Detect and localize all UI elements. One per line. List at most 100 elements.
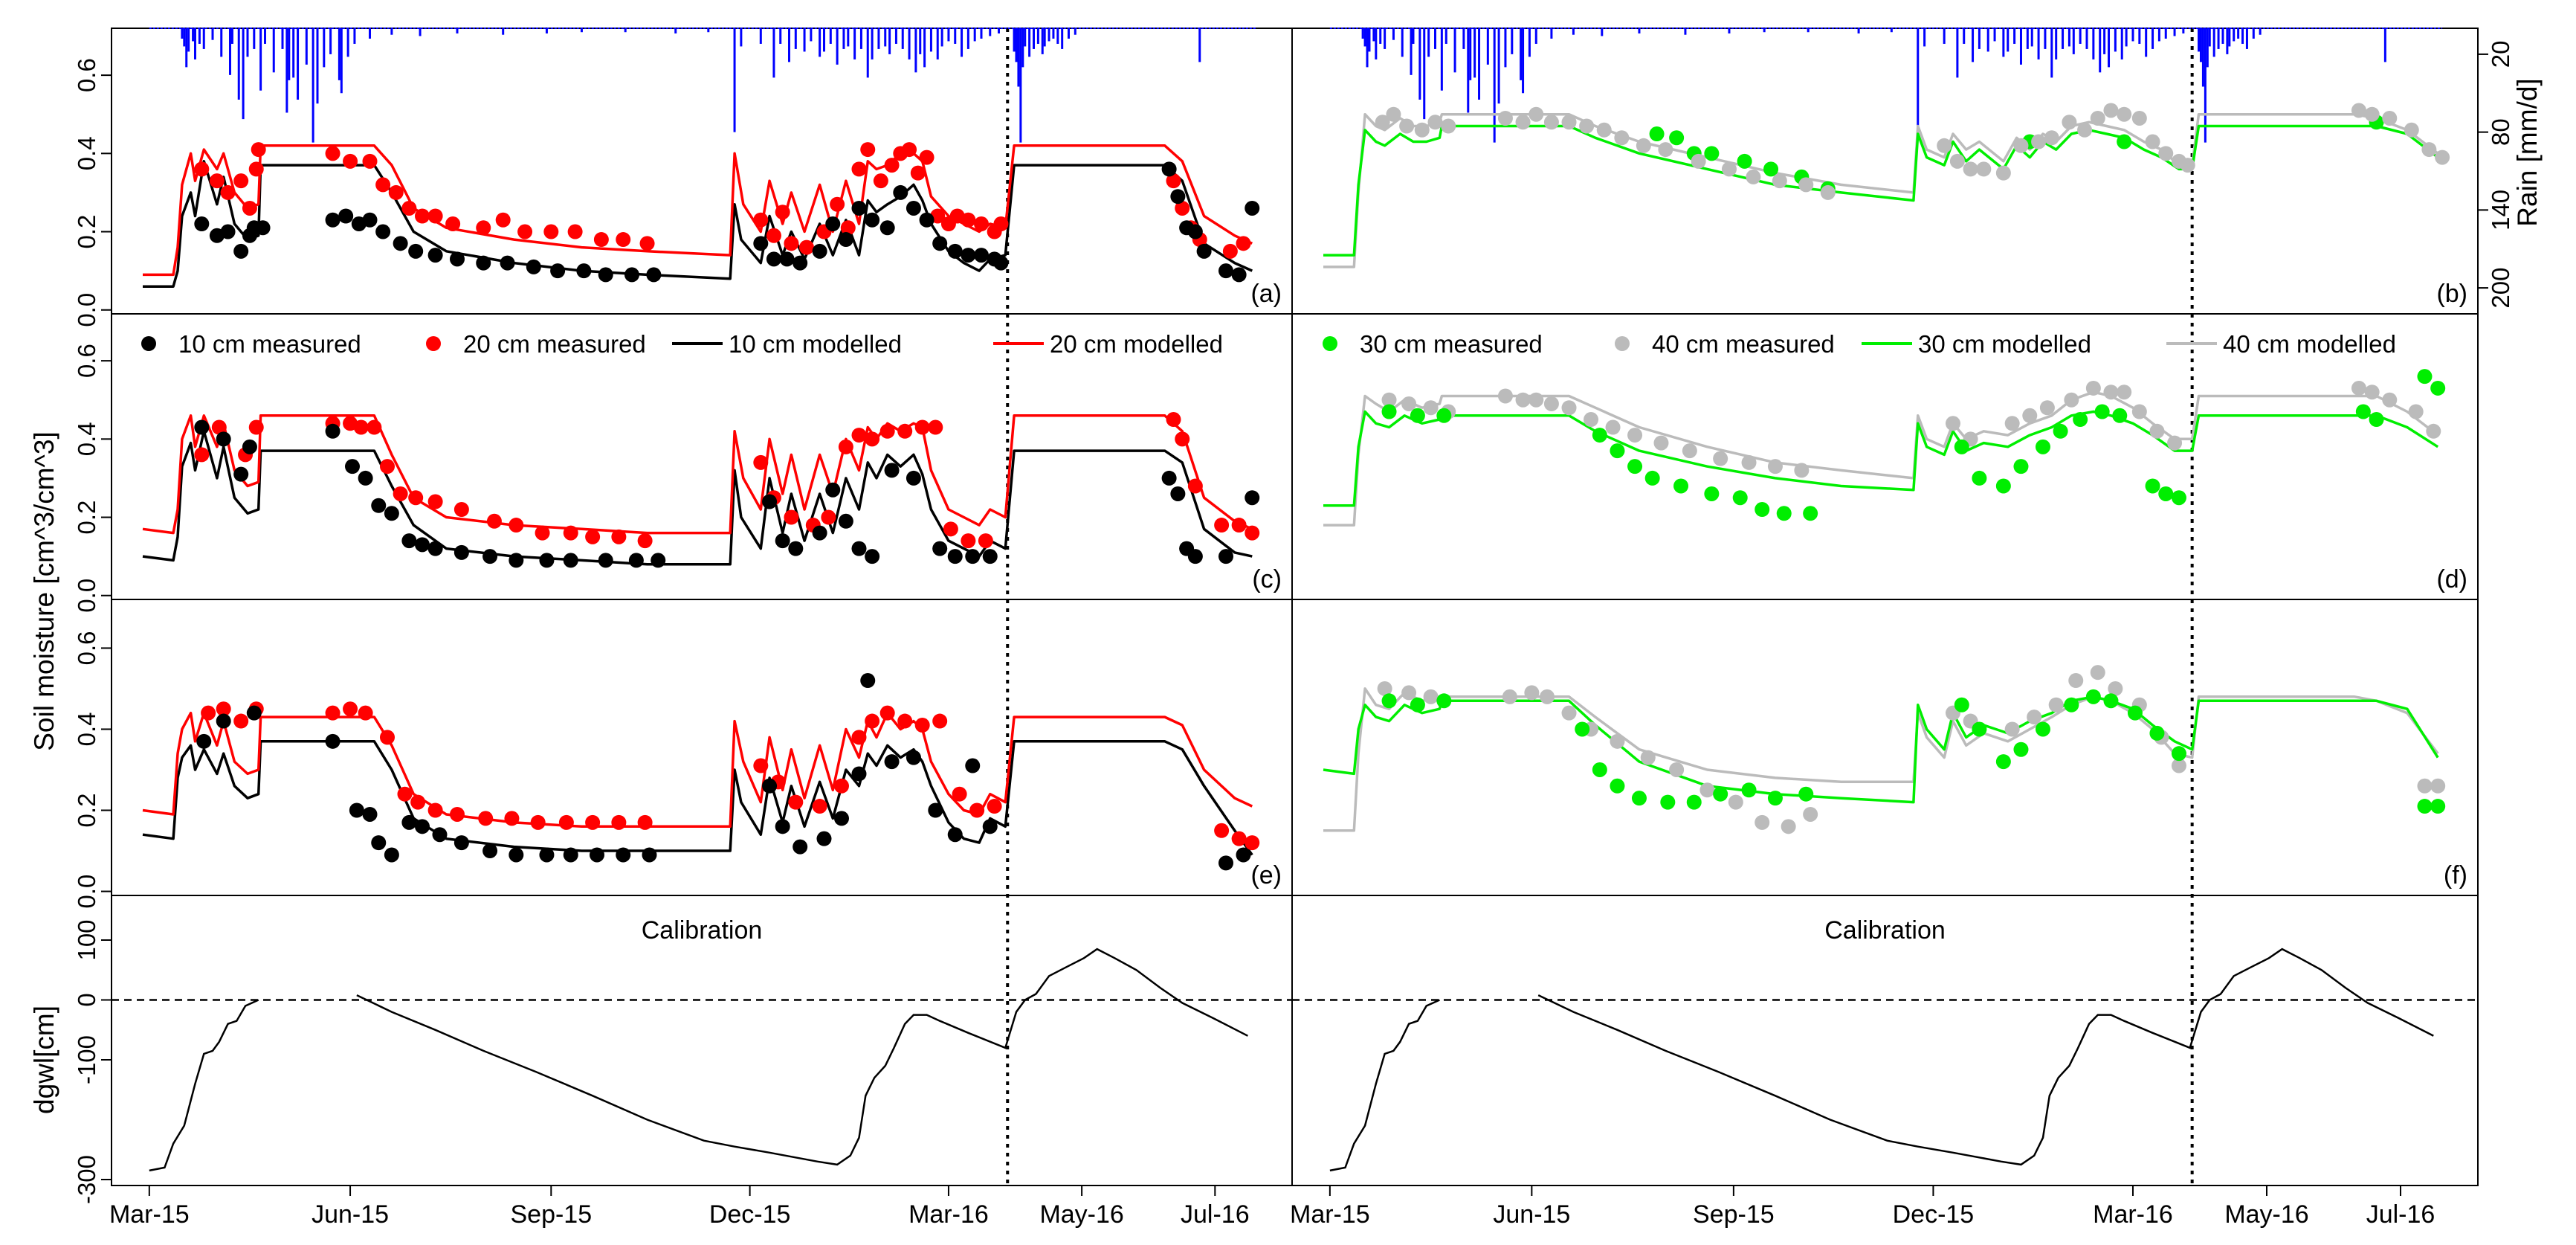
measured-point bbox=[598, 553, 613, 568]
measured-point bbox=[353, 419, 369, 435]
y-tick-label: 0.0 bbox=[73, 293, 100, 327]
measured-point bbox=[2117, 106, 2132, 122]
y-tick-label: 0.0 bbox=[73, 579, 100, 613]
dgwl-tick-label: -300 bbox=[73, 1155, 100, 1204]
measured-point bbox=[590, 847, 604, 863]
measured-point bbox=[766, 228, 781, 243]
measured-point bbox=[1954, 439, 1969, 454]
measured-point bbox=[2103, 103, 2119, 118]
measured-point bbox=[233, 173, 249, 189]
measured-point bbox=[906, 750, 921, 765]
measured-point bbox=[1963, 161, 1978, 177]
measured-point bbox=[2035, 721, 2050, 737]
measured-point bbox=[358, 705, 373, 721]
measured-point bbox=[753, 454, 769, 470]
measured-point bbox=[1401, 396, 1417, 411]
measured-point bbox=[2364, 106, 2380, 122]
legend-label: 40 cm modelled bbox=[2223, 330, 2396, 358]
measured-point bbox=[987, 799, 1002, 814]
measured-point bbox=[812, 243, 827, 259]
measured-point bbox=[982, 819, 998, 834]
measured-point bbox=[401, 533, 417, 549]
measured-point bbox=[1592, 428, 1607, 443]
measured-point bbox=[242, 439, 257, 454]
measured-point bbox=[1561, 400, 1577, 416]
measured-point bbox=[196, 733, 212, 749]
panel-c: (c) bbox=[142, 412, 1282, 593]
measured-point bbox=[2149, 725, 2165, 741]
measured-point bbox=[884, 754, 900, 770]
measured-point bbox=[1436, 693, 1452, 709]
measured-point bbox=[1170, 486, 1186, 501]
measured-point bbox=[1721, 161, 1737, 177]
measured-point bbox=[993, 216, 1009, 232]
measured-point bbox=[628, 553, 644, 568]
measured-point bbox=[1175, 431, 1190, 447]
y-axis-title: Soil moisture [cm^3/cm^3] bbox=[29, 431, 59, 751]
rain-series-right bbox=[1329, 28, 2443, 143]
measured-point bbox=[897, 423, 913, 439]
measured-point bbox=[482, 549, 498, 564]
measured-point bbox=[478, 811, 494, 826]
legend-label: 10 cm modelled bbox=[729, 330, 902, 358]
measured-point bbox=[1732, 490, 1748, 506]
measured-point bbox=[947, 549, 963, 564]
legend-point-marker bbox=[1615, 336, 1630, 351]
measured-point bbox=[969, 802, 985, 818]
measured-point bbox=[2430, 799, 2446, 814]
measured-point bbox=[380, 730, 395, 745]
measured-point bbox=[453, 544, 469, 560]
legend-swatch bbox=[426, 336, 441, 351]
measured-point bbox=[2013, 459, 2029, 474]
measured-point bbox=[1245, 200, 1260, 216]
dgwl-tick-label: 100 bbox=[73, 919, 100, 960]
measured-point bbox=[884, 463, 900, 478]
measured-point bbox=[567, 224, 583, 239]
measured-point bbox=[1375, 115, 1390, 130]
measured-point bbox=[325, 705, 340, 721]
measured-point bbox=[1972, 470, 1987, 486]
measured-point bbox=[2112, 408, 2128, 423]
measured-point bbox=[450, 806, 465, 822]
measured-point bbox=[2048, 697, 2064, 712]
measured-point bbox=[338, 208, 354, 224]
measured-point bbox=[762, 494, 778, 509]
measured-point bbox=[779, 251, 795, 267]
measured-point bbox=[1423, 400, 1439, 416]
measured-point bbox=[1995, 754, 2011, 770]
measured-point bbox=[1175, 200, 1190, 216]
measured-point bbox=[410, 794, 426, 810]
measured-point bbox=[961, 248, 976, 263]
calibration-label: Calibration bbox=[1824, 916, 1946, 945]
measured-point bbox=[1644, 470, 1660, 486]
measured-point bbox=[509, 553, 524, 568]
measured-point bbox=[947, 243, 963, 259]
measured-point bbox=[1798, 177, 1814, 193]
measured-point bbox=[906, 200, 921, 216]
measured-point bbox=[1427, 115, 1443, 130]
measured-point bbox=[1245, 525, 1260, 541]
x-tick-label: Jul-16 bbox=[1181, 1200, 1250, 1229]
measured-point bbox=[1575, 721, 1590, 737]
measured-point bbox=[1592, 762, 1607, 777]
measured-point bbox=[865, 549, 880, 564]
measured-point bbox=[1236, 847, 1251, 863]
measured-point bbox=[943, 521, 958, 537]
measured-point bbox=[2404, 122, 2419, 138]
measured-point bbox=[242, 200, 257, 216]
measured-point bbox=[1755, 814, 1770, 830]
measured-point bbox=[2077, 122, 2093, 138]
measured-point bbox=[1584, 412, 1599, 428]
measured-point bbox=[2013, 138, 2029, 153]
y-tick-label: 0.2 bbox=[73, 794, 100, 828]
measured-point bbox=[343, 701, 358, 717]
x-tick-label: Mar-16 bbox=[2093, 1200, 2173, 1229]
measured-point bbox=[1529, 392, 1544, 408]
measured-point bbox=[974, 216, 989, 232]
measured-point bbox=[380, 459, 395, 474]
measured-point bbox=[952, 786, 967, 802]
measured-point bbox=[838, 513, 853, 529]
measured-point bbox=[838, 232, 853, 248]
measured-point bbox=[375, 177, 391, 193]
measured-point bbox=[2417, 778, 2433, 794]
